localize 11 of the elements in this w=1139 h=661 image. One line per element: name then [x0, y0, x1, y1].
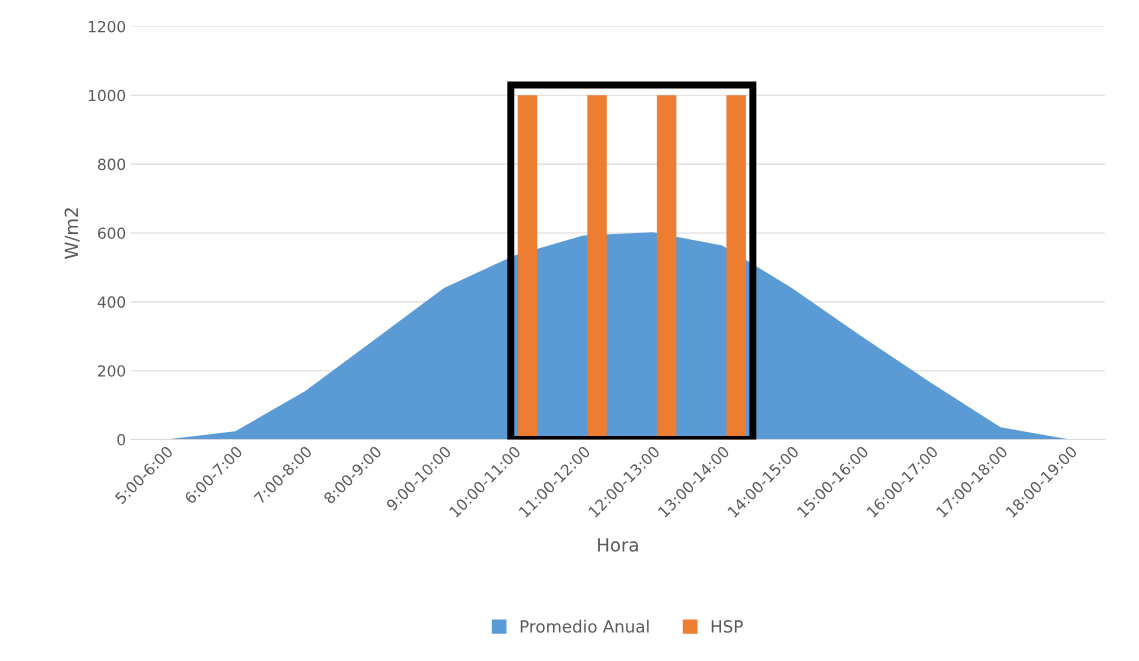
y-tick-label: 1200 [88, 20, 126, 33]
x-axis-title: Hora [598, 538, 638, 552]
y-tick-label: 800 [98, 158, 126, 171]
y-axis-title: W/m2 [64, 208, 80, 259]
legend-label: Promedio Anual [520, 619, 649, 633]
y-tick-label: 200 [98, 365, 126, 377]
y-tick-label: 0 [117, 434, 126, 446]
y-tick-label: 400 [97, 296, 126, 308]
legend-label: HSP [711, 620, 743, 633]
y-tick-label: 1000 [88, 89, 126, 102]
y-tick-label: 600 [98, 227, 126, 240]
